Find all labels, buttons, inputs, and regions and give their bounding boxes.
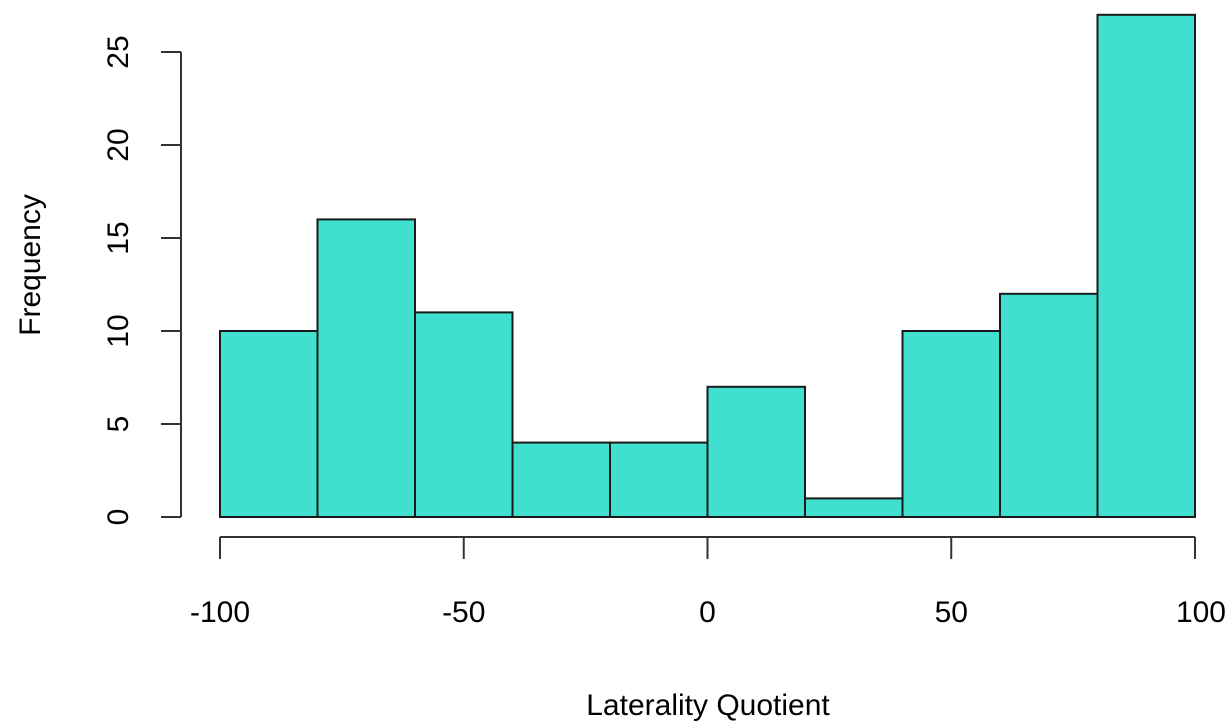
histogram-bar bbox=[219, 330, 319, 518]
histogram-bar bbox=[609, 441, 709, 519]
histogram-bar bbox=[804, 497, 904, 518]
y-axis: 0 5 10 15 20 25 bbox=[102, 35, 182, 526]
x-tick-label: 100 bbox=[1176, 596, 1226, 629]
histogram-bar bbox=[706, 385, 806, 518]
x-tick-label: 50 bbox=[935, 596, 968, 629]
histogram-bar bbox=[511, 441, 611, 519]
x-tick-label: -100 bbox=[190, 596, 250, 629]
histogram-bar bbox=[1096, 13, 1196, 519]
y-tick-label: 10 bbox=[102, 314, 135, 347]
y-tick-label: 0 bbox=[102, 509, 135, 526]
y-tick-label: 15 bbox=[102, 221, 135, 254]
histogram-bar bbox=[316, 218, 416, 518]
x-axis-title: Laterality Quotient bbox=[586, 689, 830, 722]
y-tick-label: 20 bbox=[102, 128, 135, 161]
histogram-bar bbox=[414, 311, 514, 518]
histogram-bars bbox=[219, 13, 1196, 519]
y-axis-title: Frequency bbox=[14, 194, 47, 336]
histogram-bar bbox=[901, 330, 1001, 518]
y-tick-label: 5 bbox=[102, 416, 135, 433]
y-tick-label: 25 bbox=[102, 35, 135, 68]
x-tick-label: 0 bbox=[699, 596, 716, 629]
histogram-bar bbox=[999, 292, 1099, 518]
x-tick-label: -50 bbox=[442, 596, 485, 629]
x-axis: -100 -50 0 50 100 bbox=[190, 536, 1226, 629]
